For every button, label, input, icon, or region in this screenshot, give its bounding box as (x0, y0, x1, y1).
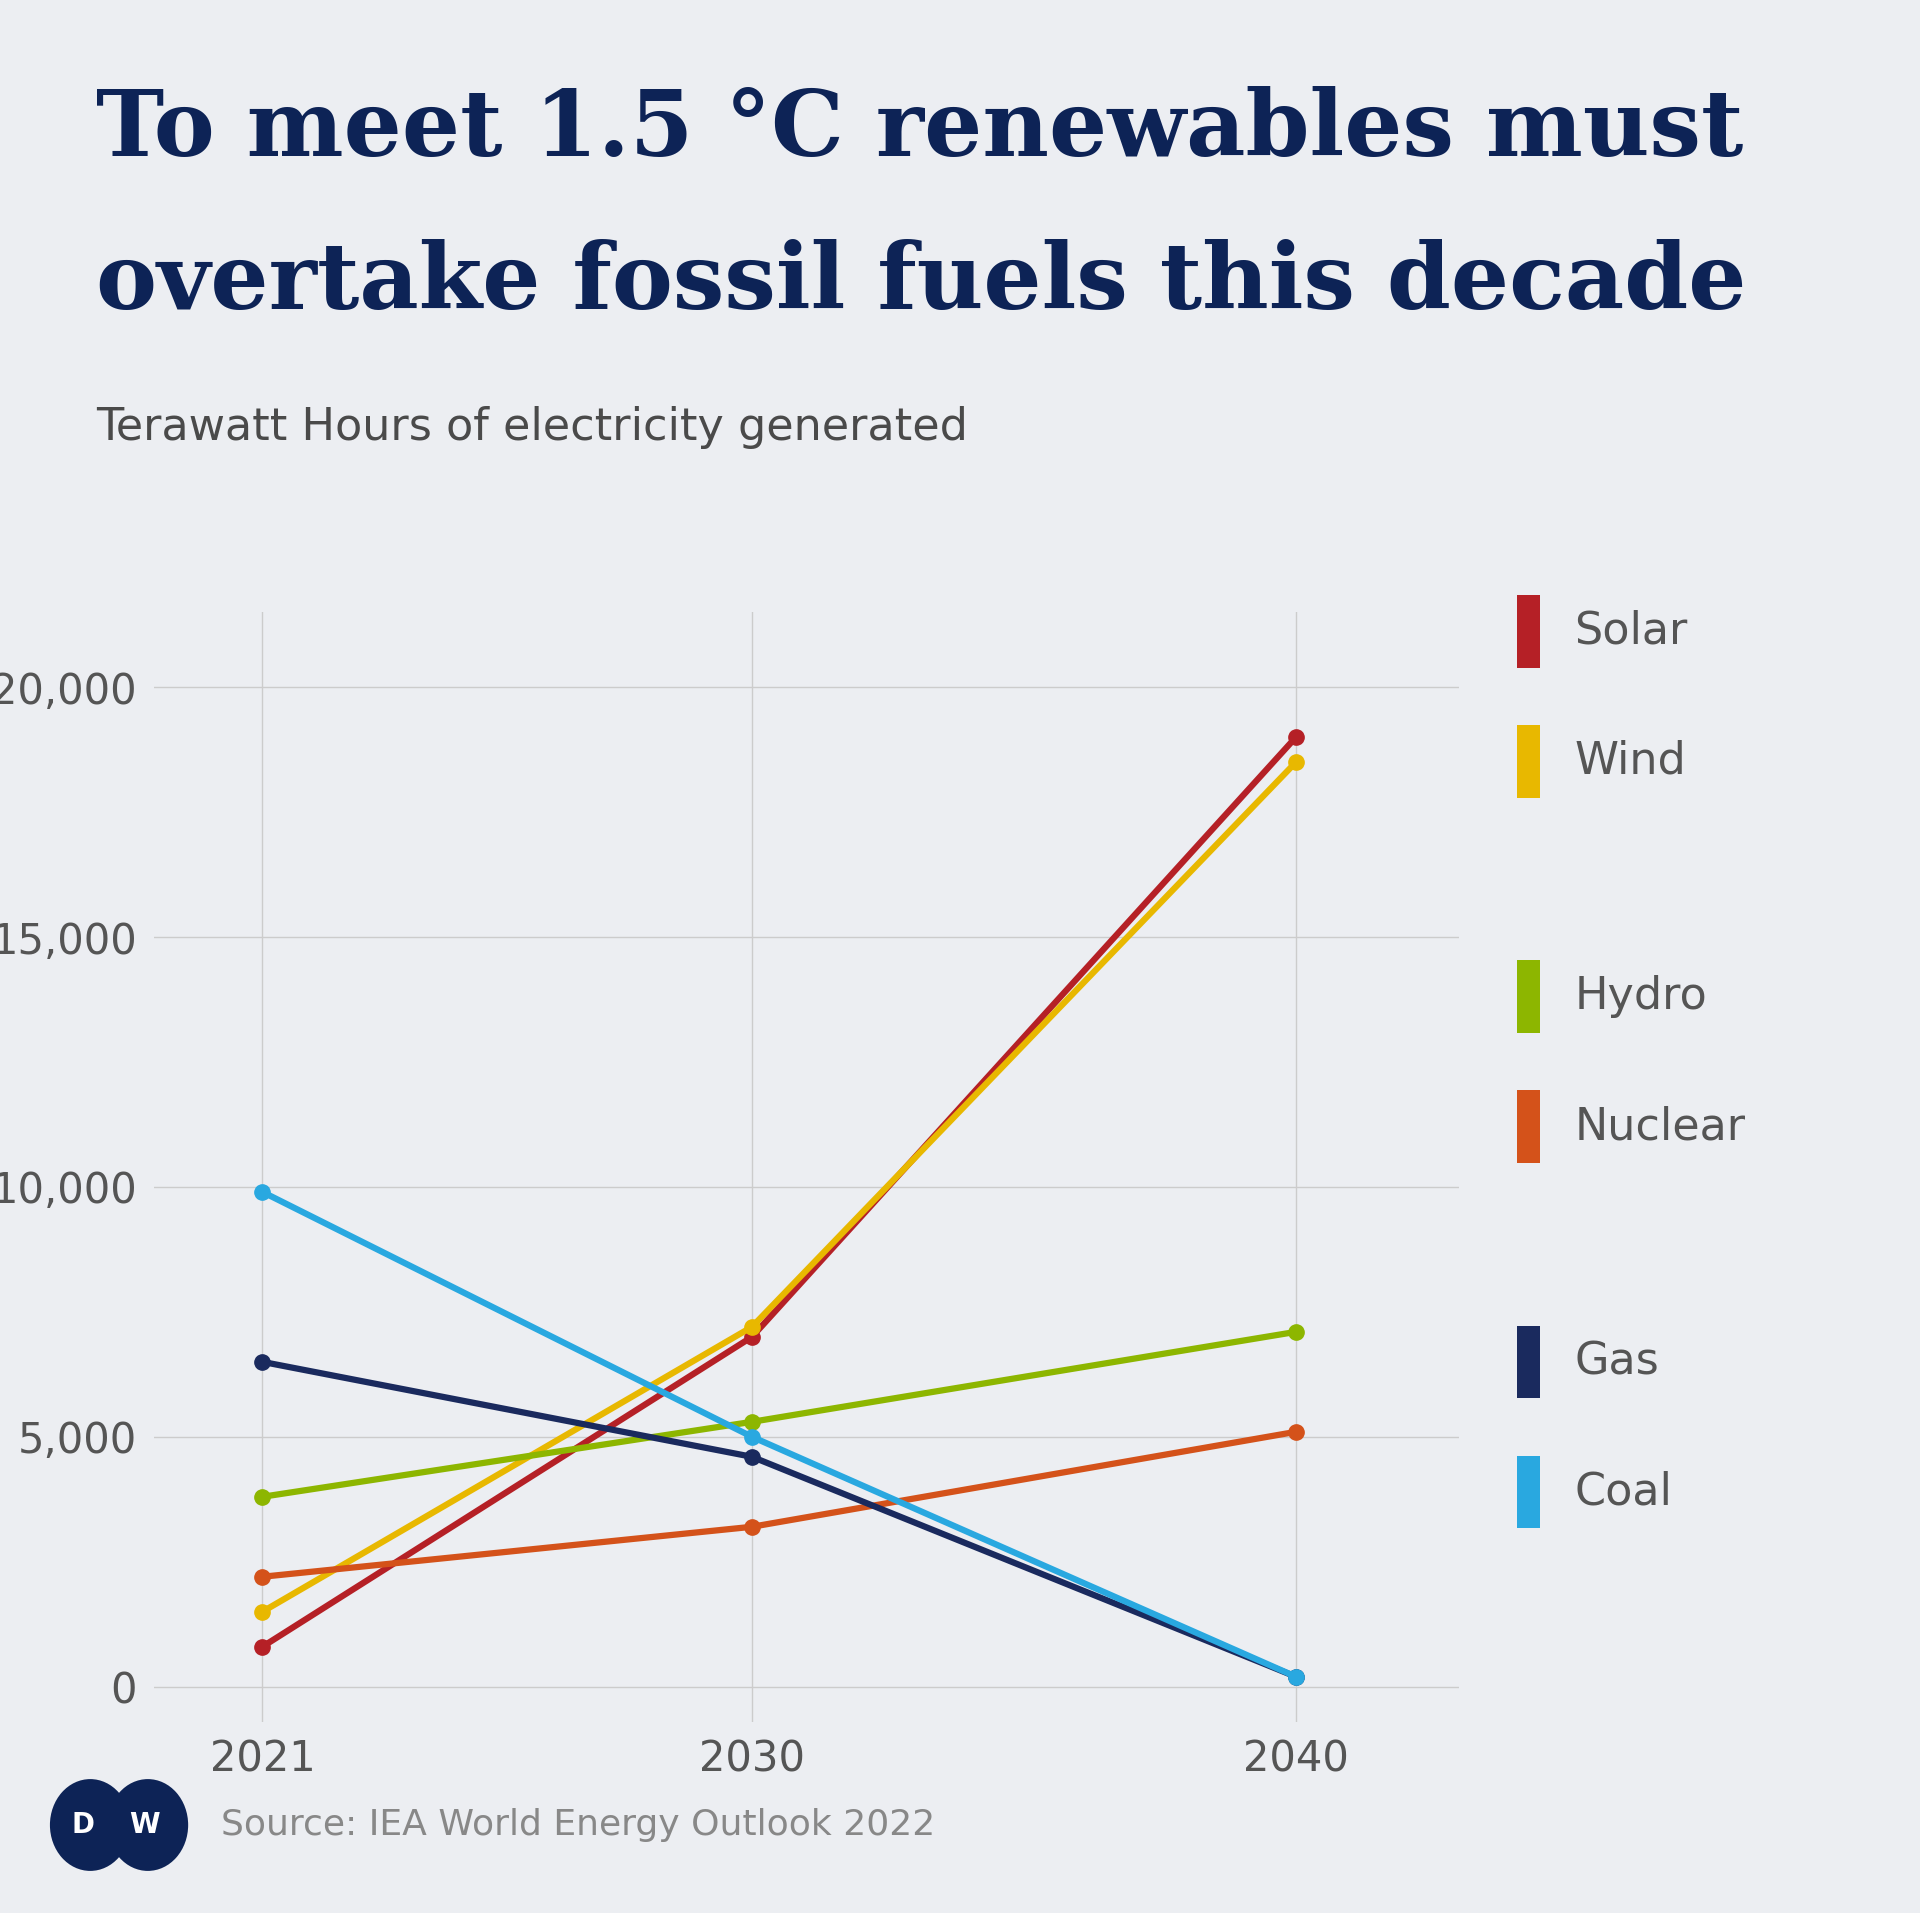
Text: overtake fossil fuels this decade: overtake fossil fuels this decade (96, 239, 1747, 329)
Text: Solar: Solar (1574, 610, 1688, 652)
Text: W: W (129, 1812, 159, 1838)
Text: Hydro: Hydro (1574, 976, 1707, 1018)
Text: D: D (71, 1812, 94, 1838)
Text: Gas: Gas (1574, 1341, 1659, 1383)
Text: Terawatt Hours of electricity generated: Terawatt Hours of electricity generated (96, 406, 968, 448)
Text: Coal: Coal (1574, 1471, 1672, 1513)
Text: To meet 1.5 °C renewables must: To meet 1.5 °C renewables must (96, 86, 1743, 176)
Text: Wind: Wind (1574, 740, 1686, 782)
Text: Source: IEA World Energy Outlook 2022: Source: IEA World Energy Outlook 2022 (221, 1808, 935, 1842)
Text: Nuclear: Nuclear (1574, 1106, 1745, 1148)
